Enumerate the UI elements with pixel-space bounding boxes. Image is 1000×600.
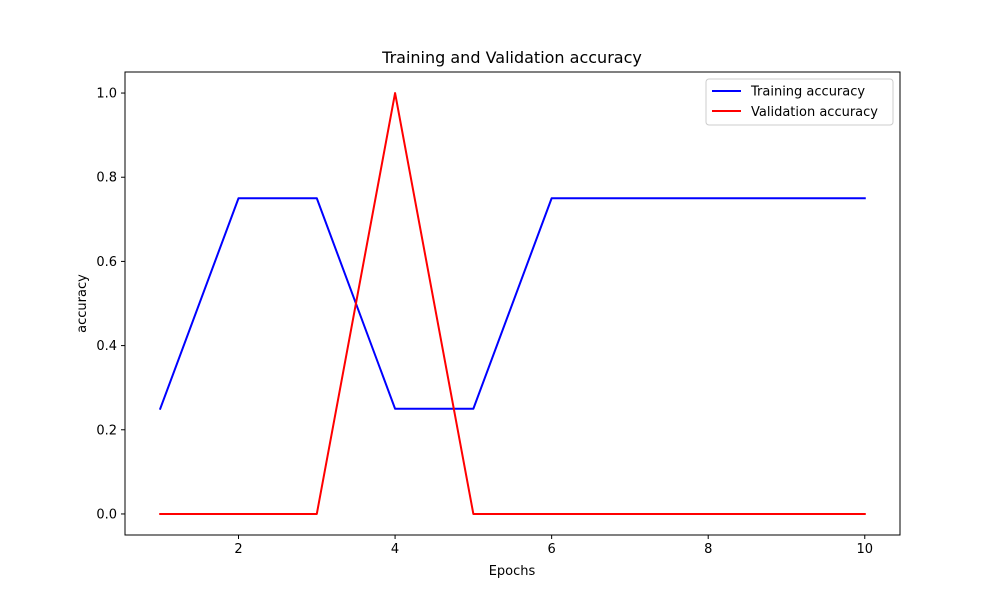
y-tick-label: 0.4 bbox=[96, 339, 117, 354]
y-tick-label: 0.6 bbox=[96, 255, 117, 270]
x-tick-label: 4 bbox=[391, 542, 399, 557]
x-axis-label: Epochs bbox=[489, 564, 536, 579]
x-tick-label: 8 bbox=[704, 542, 712, 557]
series-line-validation-accuracy bbox=[159, 92, 866, 515]
legend-box bbox=[705, 78, 894, 126]
x-ticks: 2 4 6 8 10 bbox=[234, 535, 873, 557]
y-axis-label: accuracy bbox=[75, 274, 90, 333]
y-ticks: 0.0 0.2 0.4 0.6 0.8 1.0 bbox=[96, 87, 125, 522]
series-layer bbox=[158, 92, 866, 515]
y-tick-label: 1.0 bbox=[96, 87, 117, 102]
chart-title: Training and Validation accuracy bbox=[381, 48, 642, 67]
x-tick-label: 2 bbox=[234, 542, 242, 557]
series-line-training-accuracy bbox=[158, 197, 866, 411]
legend-label-training: Training accuracy bbox=[750, 85, 865, 100]
y-tick-label: 0.0 bbox=[96, 507, 117, 522]
x-tick-label: 10 bbox=[856, 542, 873, 557]
x-tick-label: 6 bbox=[548, 542, 556, 557]
legend-label-validation: Validation accuracy bbox=[751, 105, 878, 120]
y-tick-label: 0.8 bbox=[96, 171, 117, 186]
plot-frame bbox=[124, 71, 901, 536]
y-tick-label: 0.2 bbox=[96, 423, 117, 438]
axes-layer bbox=[124, 71, 901, 536]
legend: Training accuracy Validation accuracy bbox=[705, 78, 894, 126]
